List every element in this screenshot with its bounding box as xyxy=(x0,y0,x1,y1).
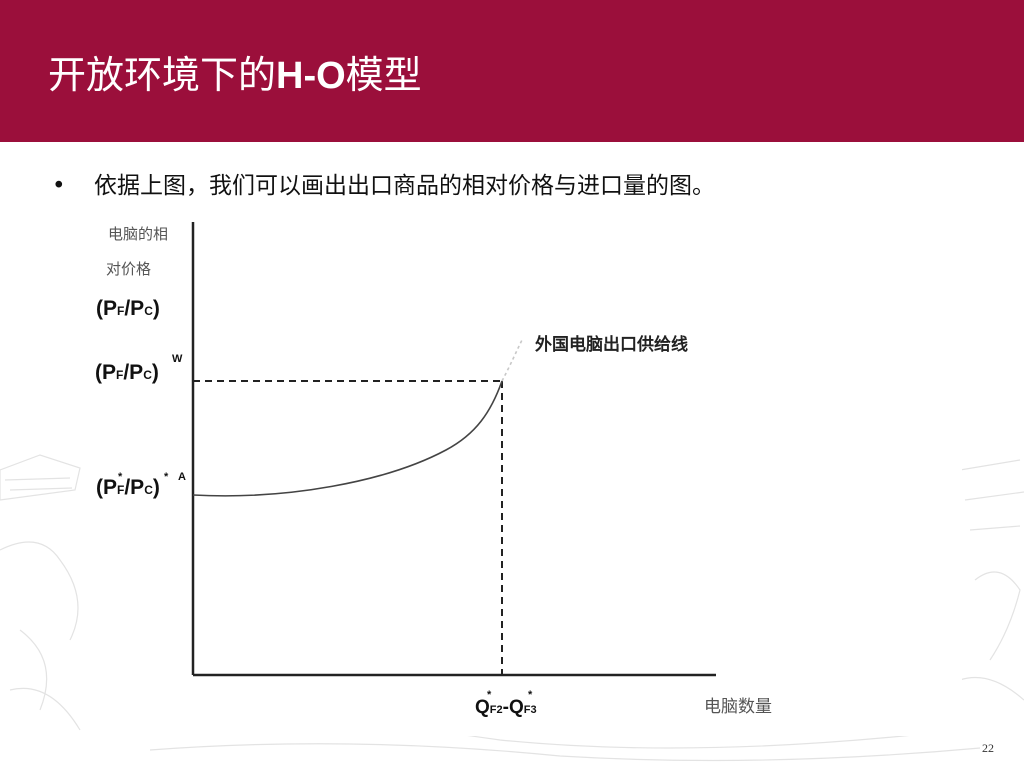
quantity-tick-label: QF2-QF3 xyxy=(475,697,537,718)
diagram-panel: 电脑的相 对价格 (PF/PC) (PF/PC) W (PF/PC) * * A… xyxy=(86,212,962,736)
page-number: 22 xyxy=(982,741,994,755)
supply-curve-extension xyxy=(501,339,523,382)
autarky-star-f: * xyxy=(118,471,123,483)
title-latin: H-O xyxy=(276,55,346,97)
y-axis-label-line1: 电脑的相 xyxy=(108,225,168,243)
autarky-price-label: (PF/PC) xyxy=(96,476,160,499)
title-suffix: 模型 xyxy=(345,53,422,97)
autarky-price-superscript: A xyxy=(178,471,186,483)
bullet-text: 依据上图，我们可以画出出口商品的相对价格与进口量的图。 xyxy=(94,173,715,199)
bullet-item: • 依据上图，我们可以画出出口商品的相对价格与进口量的图。 xyxy=(52,170,992,202)
world-price-superscript: W xyxy=(172,353,183,365)
autarky-star-c: * xyxy=(164,471,169,483)
title-bar: 开放环境下的H-O模型 xyxy=(0,0,1024,142)
title-chinese: 开放环境下的 xyxy=(48,53,277,97)
world-price-label: (PF/PC) xyxy=(95,361,159,384)
slide-title: 开放环境下的H-O模型 xyxy=(48,50,422,101)
supply-curve-label: 外国电脑出口供给线 xyxy=(535,334,688,355)
y-axis-label-line2: 对价格 xyxy=(106,260,151,278)
y-variable-label: (PF/PC) xyxy=(96,297,160,320)
supply-curve-diagram: 电脑的相 对价格 (PF/PC) (PF/PC) W (PF/PC) * * A… xyxy=(95,222,772,718)
quantity-star-1: * xyxy=(487,689,492,701)
foreign-export-supply-curve xyxy=(192,380,503,497)
quantity-star-2: * xyxy=(528,689,533,701)
x-axis-label: 电脑数量 xyxy=(704,697,772,717)
bullet-dot-icon: • xyxy=(52,173,66,199)
